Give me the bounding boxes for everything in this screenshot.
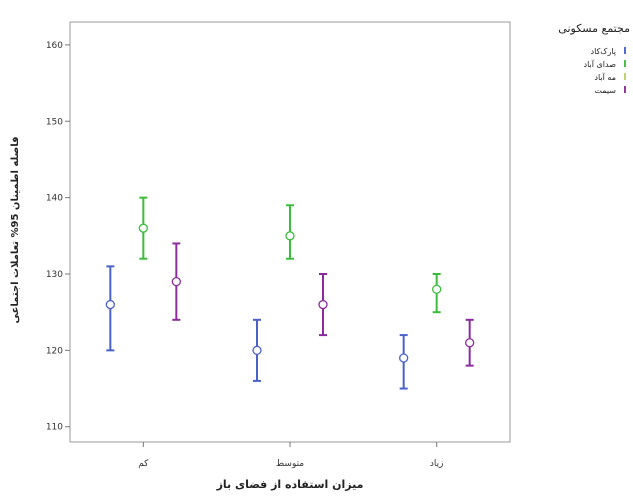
legend: مجتمع مسکونی I پارک‌کاد I صدای آباد I مه آباد…: [522, 22, 630, 97]
error-bar: [318, 273, 328, 337]
legend-item: I مه آباد: [522, 71, 630, 84]
legend-swatch: I: [623, 59, 627, 70]
error-bar: [465, 318, 475, 367]
error-bar: [171, 242, 181, 321]
x-tick-label: زیاد: [430, 459, 444, 469]
error-bar: [399, 334, 409, 390]
error-bar: [432, 273, 442, 314]
y-tick-label: 110: [46, 423, 63, 433]
x-tick-label: کم: [138, 459, 149, 469]
y-axis: 110 120 130 140 150 160: [46, 41, 70, 433]
mean-marker: [105, 299, 115, 310]
mean-marker: [399, 353, 409, 363]
legend-label: سیمت: [594, 86, 616, 95]
legend-swatch: I: [623, 72, 627, 83]
legend-items: I پارک‌کاد I صدای آباد I مه آباد I سیمت: [522, 45, 630, 97]
legend-item: I پارک‌کاد: [522, 45, 630, 58]
mean-marker: [465, 338, 475, 348]
x-axis: کم متوسط زیاد: [138, 442, 443, 469]
mean-marker: [432, 284, 442, 294]
legend-swatch: I: [623, 85, 627, 96]
mean-marker: [252, 345, 262, 356]
mean-marker: [171, 276, 181, 287]
legend-title: مجتمع مسکونی: [558, 22, 630, 35]
y-tick-label: 140: [46, 194, 63, 204]
y-tick-label: 130: [46, 270, 63, 280]
legend-swatch: I: [623, 46, 627, 57]
y-tick-label: 160: [46, 41, 63, 51]
error-bar: [252, 318, 262, 382]
legend-label: پارک‌کاد: [590, 47, 617, 56]
chart-marks: [105, 196, 475, 390]
x-tick-label: متوسط: [276, 459, 304, 469]
legend-label: صدای آباد: [583, 60, 616, 69]
y-axis-label: فاصله اطمینان 95% تعاملات اجتماعی: [10, 136, 21, 323]
error-bar: [285, 204, 295, 260]
x-axis-label: میزان استفاده از فضای باز: [216, 478, 364, 491]
mean-marker: [285, 231, 295, 241]
legend-item: I سیمت: [522, 84, 630, 97]
legend-item: I صدای آباد: [522, 58, 630, 71]
error-bar: [138, 196, 148, 260]
y-tick-label: 150: [46, 117, 63, 127]
legend-label: مه آباد: [594, 73, 616, 82]
y-tick-label: 120: [46, 346, 63, 356]
error-bar: [105, 265, 115, 352]
mean-marker: [138, 223, 148, 233]
mean-marker: [318, 299, 328, 310]
